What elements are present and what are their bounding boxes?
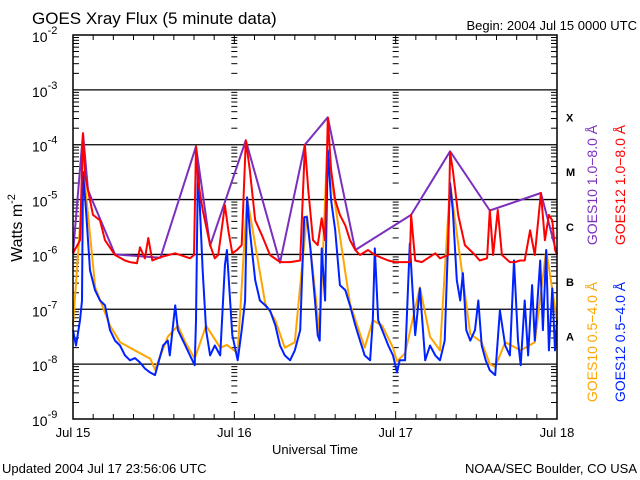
legend-entry: GOES10 1.0−8.0 Å <box>584 124 600 245</box>
y-tick-exponent: -4 <box>48 135 58 147</box>
flare-class-label: A <box>566 332 574 344</box>
updated-timestamp: Updated 2004 Jul 17 23:56:06 UTC <box>2 461 207 476</box>
y-tick-exponent: -9 <box>48 409 58 421</box>
legend-entry: GOES12 0.5−4.0 Å <box>612 281 628 402</box>
y-axis-label: Watts m-2 <box>6 194 26 262</box>
y-tick-exponent: -6 <box>48 244 58 256</box>
y-tick-label: 10-4 <box>32 135 57 155</box>
y-tick-label: 10-9 <box>32 409 57 429</box>
y-tick-label: 10-7 <box>32 299 57 319</box>
x-axis-label: Universal Time <box>272 442 358 457</box>
y-tick-base: 10 <box>32 248 48 264</box>
legend: GOES10 0.5−4.0 Å GOES12 0.5−4.0 Å GOES10 1… <box>584 124 628 402</box>
y-tick-exponent: -2 <box>48 25 58 37</box>
series-line-4 <box>72 116 558 265</box>
series-group <box>72 116 558 377</box>
y-tick-labels: 10-210-310-410-510-610-710-810-9 <box>32 25 57 429</box>
x-tick-label: Jul 18 <box>540 425 575 440</box>
flare-class-labels: X M C B A <box>566 112 575 343</box>
y-tick-base: 10 <box>32 303 48 319</box>
y-tick-label: 10-5 <box>32 190 57 210</box>
y-tick-base: 10 <box>32 194 48 210</box>
svg-text:Watts m-2: Watts m-2 <box>6 194 26 262</box>
flare-class-label: B <box>566 277 574 289</box>
legend-entry: GOES10 0.5−4.0 Å <box>584 281 600 402</box>
plot-frame <box>72 34 558 420</box>
y-tick-label: 10-3 <box>32 80 57 100</box>
x-tick-labels: Jul 15 Jul 16 Jul 17 Jul 18 <box>56 425 575 440</box>
x-tick-label: Jul 15 <box>56 425 91 440</box>
y-tick-exponent: -8 <box>48 354 58 366</box>
flare-class-label: C <box>566 222 574 234</box>
legend-entry: GOES12 1.0−8.0 Å <box>612 124 628 245</box>
begin-label: Begin: 2004 Jul 15 0000 UTC <box>466 18 637 33</box>
y-tick-exponent: -5 <box>48 190 58 202</box>
y-axis-label-text: Watts m <box>9 204 26 262</box>
y-tick-base: 10 <box>32 139 48 155</box>
y-tick-exponent: -3 <box>48 80 58 92</box>
y-tick-label: 10-8 <box>32 354 57 374</box>
y-tick-exponent: -7 <box>48 299 58 311</box>
x-tick-label: Jul 17 <box>378 425 413 440</box>
y-tick-label: 10-6 <box>32 244 57 264</box>
y-tick-base: 10 <box>32 84 48 100</box>
flare-class-label: X <box>566 112 574 124</box>
flare-class-label: M <box>566 167 575 179</box>
y-tick-base: 10 <box>32 29 48 45</box>
y-axis-label-exp: -2 <box>6 194 18 204</box>
chart-title: GOES Xray Flux (5 minute data) <box>32 9 277 28</box>
credit-label: NOAA/SEC Boulder, CO USA <box>465 461 637 476</box>
axis-ticks <box>73 35 557 419</box>
y-tick-label: 10-2 <box>32 25 57 45</box>
y-tick-base: 10 <box>32 358 48 374</box>
grid-lines <box>73 89 557 365</box>
y-tick-base: 10 <box>32 413 48 429</box>
x-tick-label: Jul 16 <box>217 425 252 440</box>
series-line-2 <box>72 149 558 377</box>
